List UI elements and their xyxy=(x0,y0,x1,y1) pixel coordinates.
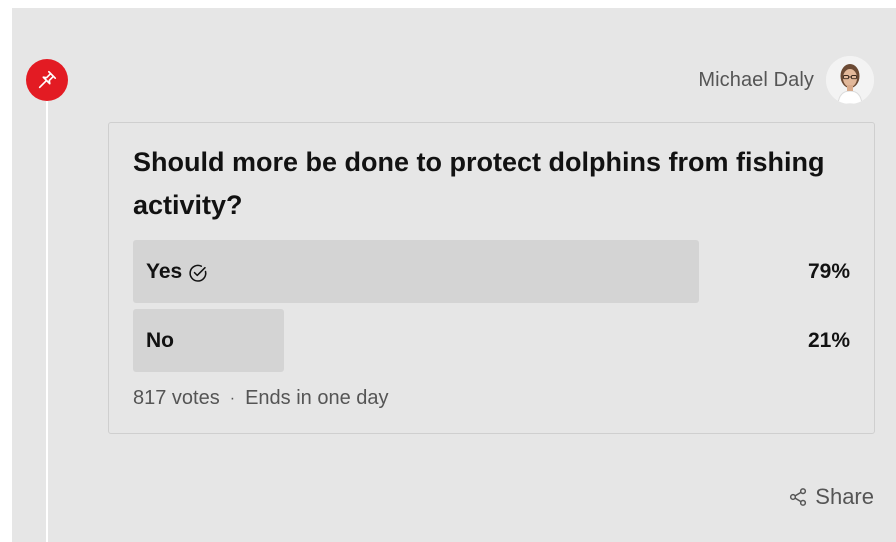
check-circle-icon xyxy=(189,264,207,282)
poll-option-percent: 79% xyxy=(807,259,850,283)
timeline-line xyxy=(46,96,48,542)
option-text: No xyxy=(146,328,174,352)
pinned-badge xyxy=(26,59,68,101)
poll-option-yes[interactable]: Yes 79% xyxy=(133,240,850,303)
poll-question: Should more be done to protect dolphins … xyxy=(133,147,825,220)
share-label[interactable]: Share xyxy=(815,484,874,509)
poll-result-bar xyxy=(133,240,699,303)
pin-icon xyxy=(38,70,57,89)
meta-separator: · xyxy=(229,389,236,407)
poll-meta: 817 votes · Ends in one day xyxy=(133,387,389,410)
poll-option-no[interactable]: No 21% xyxy=(133,309,850,372)
poll-deadline: Ends in one day xyxy=(245,387,389,409)
poll-option-label: No xyxy=(146,309,174,372)
vote-count: 817 votes xyxy=(133,387,220,409)
share-button[interactable]: Share xyxy=(788,484,874,510)
poll-option-label: Yes xyxy=(146,240,209,303)
poll-card: Should more be done to protect dolphins … xyxy=(108,122,875,434)
poll-result-bar xyxy=(133,309,284,372)
author-name[interactable]: Michael Daly xyxy=(698,68,814,91)
share-icon xyxy=(790,488,807,506)
post-author[interactable]: Michael Daly xyxy=(698,56,874,104)
poll-option-percent: 21% xyxy=(807,328,850,352)
person-portrait-icon xyxy=(826,56,874,104)
option-text: Yes xyxy=(146,259,183,283)
author-avatar[interactable] xyxy=(826,56,874,104)
